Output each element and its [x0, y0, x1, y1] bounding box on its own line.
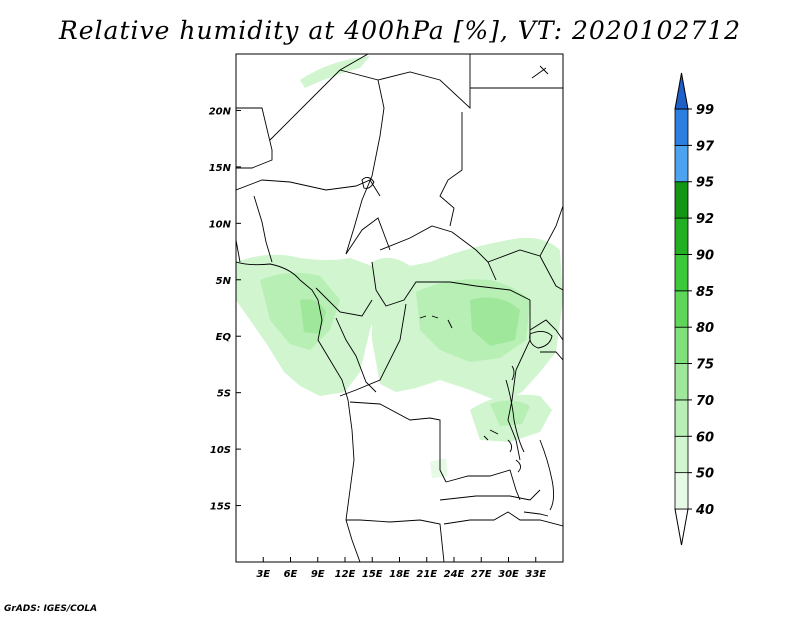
- colorbar-label: 80: [696, 321, 714, 336]
- lat-tick-label: 10N: [209, 219, 232, 230]
- colorbar-label: 70: [696, 394, 714, 409]
- lat-tick-label: 5N: [216, 276, 232, 287]
- colorbar-segment: [674, 108, 689, 146]
- lon-tick-label: 18E: [389, 569, 410, 580]
- colorbar-segment: [674, 399, 689, 437]
- border-southern: [443, 511, 563, 527]
- colorbar-label: 95: [696, 176, 714, 191]
- border-chad-sudan: [439, 112, 463, 227]
- lake-victoria: [529, 331, 553, 349]
- lon-tick-label: 30E: [498, 569, 519, 580]
- border-sahel-north: [236, 179, 381, 197]
- lat-tick-label: 15N: [209, 163, 232, 174]
- lon-tick-label: 21E: [416, 569, 437, 580]
- coastline-west-africa: [236, 261, 361, 562]
- latitude-axis: 20N 15N 10N 5N EQ 5S 10S 15S: [209, 106, 241, 513]
- border-kenya: [540, 351, 563, 361]
- lake-dashes-2: [483, 429, 499, 441]
- colorbar-segment: [674, 363, 689, 401]
- border-horn: [539, 255, 563, 291]
- border-uganda: [529, 319, 563, 341]
- lon-tick-label: 15E: [362, 569, 383, 580]
- lon-tick-label: 3E: [256, 569, 270, 580]
- border-drc-west: [339, 303, 407, 397]
- border-car-south: [371, 261, 531, 307]
- lake-chad: [361, 177, 375, 189]
- border-niger-chad: [339, 69, 385, 255]
- colorbar-label: 75: [696, 358, 714, 373]
- colorbar-lower-triangle: [674, 508, 689, 546]
- humidity-core-east: [470, 297, 520, 346]
- lon-tick-label: 33E: [525, 569, 546, 580]
- colorbar-upper-triangle: [674, 72, 689, 110]
- lon-tick-label: 27E: [471, 569, 492, 580]
- grads-credit: GrADS: IGES/COLA: [4, 604, 98, 614]
- lat-tick-label: 15S: [210, 502, 231, 513]
- border-sahara-west: [236, 107, 273, 169]
- lat-tick-label: 5S: [217, 389, 231, 400]
- colorbar-label: 60: [696, 430, 714, 445]
- colorbar-label: 50: [696, 467, 714, 482]
- border-namibia: [346, 519, 445, 562]
- lat-tick-label: EQ: [216, 332, 232, 343]
- coastline-gulf: [236, 239, 241, 263]
- colorbar: 40 50 60 70 75 80 85 90 92 95 97 99: [674, 72, 715, 546]
- colorbar-segment: [674, 326, 689, 364]
- lat-tick-label: 10S: [210, 445, 231, 456]
- humidity-band-north: [300, 56, 370, 88]
- lake-dashes-1: [419, 315, 453, 329]
- humidity-core-lakes: [490, 400, 530, 426]
- lon-tick-label: 9E: [311, 569, 325, 580]
- border-angola-south: [445, 469, 521, 501]
- border-lake-tanganyika: [505, 379, 525, 453]
- colorbar-label: 99: [696, 103, 714, 118]
- border-libya-sudan: [377, 54, 471, 110]
- lake-kivu: [511, 365, 515, 381]
- colorbar-segment: [674, 217, 689, 255]
- lon-tick-label: 24E: [444, 569, 465, 580]
- lakes: [361, 65, 553, 517]
- border-coastal-states: [253, 195, 273, 263]
- border-congo: [335, 317, 377, 393]
- longitude-axis: 3E 6E 9E 12E 15E 18E 21E 24E 27E 30E 33E: [256, 557, 546, 580]
- colorbar-segment: [674, 435, 689, 474]
- border-nigeria-cameroon: [345, 217, 391, 255]
- humidity-patch-southwest: [430, 458, 448, 478]
- colorbar-label: 40: [695, 503, 714, 518]
- border-zambia-south: [439, 489, 541, 501]
- lake-bangweulu: [515, 459, 521, 473]
- colorbar-segment: [674, 472, 689, 510]
- country-borders: [236, 54, 563, 562]
- colorbar-label: 92: [696, 212, 714, 227]
- lat-tick-label: 20N: [209, 106, 232, 117]
- border-angola-north: [349, 401, 447, 483]
- lon-tick-label: 12E: [335, 569, 356, 580]
- colorbar-segment: [674, 181, 689, 219]
- lake-kariba: [523, 511, 549, 517]
- lake-mweru: [507, 439, 513, 453]
- lake-coast-north: [531, 65, 549, 79]
- lon-tick-label: 6E: [284, 569, 298, 580]
- colorbar-label: 97: [696, 139, 715, 154]
- border-cameroon-gabon: [315, 287, 373, 317]
- colorbar-segment: [674, 254, 689, 292]
- colorbar-label: 85: [696, 285, 714, 300]
- colorbar-segment: [674, 290, 689, 328]
- map-title: Relative humidity at 400hPa [%], VT: 202…: [58, 16, 742, 45]
- colorbar-segment: [674, 144, 689, 183]
- colorbar-label: 90: [696, 248, 714, 263]
- border-malawi: [539, 439, 555, 511]
